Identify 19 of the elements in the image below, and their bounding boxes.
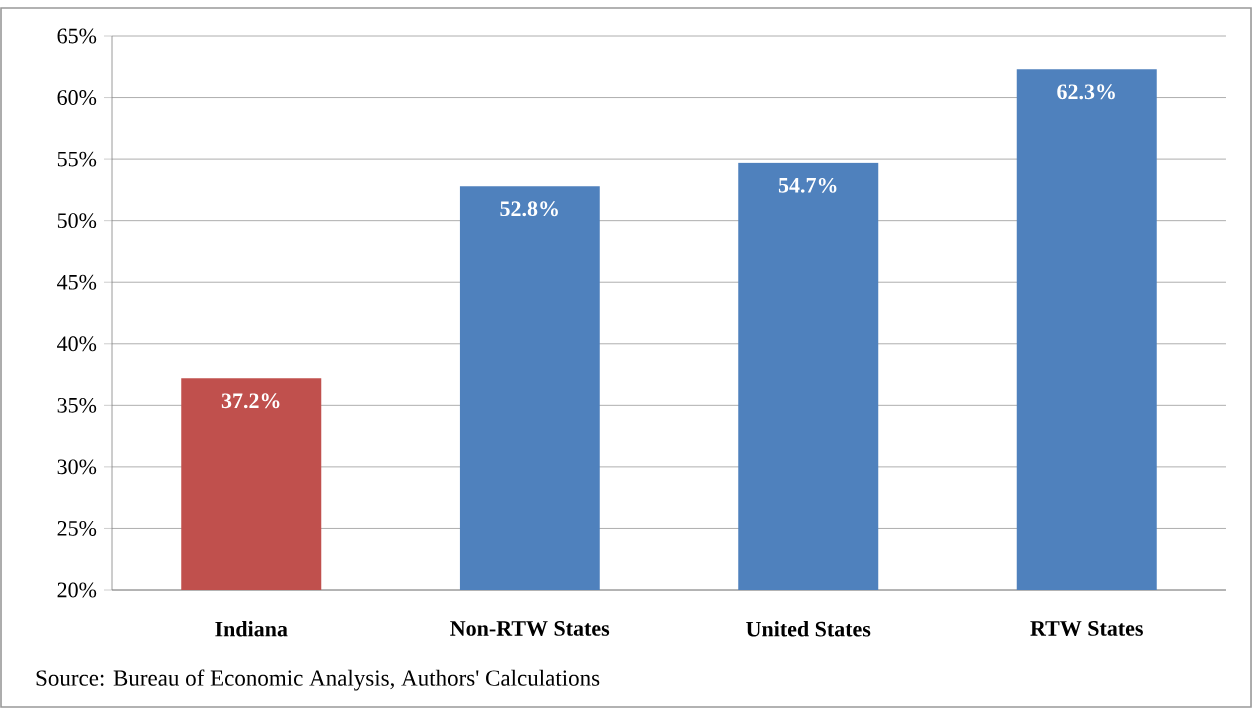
y-tick-label: 20% <box>57 582 97 598</box>
x-tick-label: Indiana <box>215 621 288 637</box>
x-tick-label: RTW States <box>1030 621 1143 636</box>
data-label: 62.3% <box>1057 84 1115 100</box>
y-tick-label: 40% <box>57 336 97 352</box>
y-tick-label: 65% <box>57 28 97 44</box>
x-tick-label: Non-RTW States <box>450 621 610 636</box>
y-tick-label: 25% <box>57 521 97 536</box>
y-tick-label: 35% <box>57 397 97 413</box>
y-tick-label: 55% <box>57 151 97 167</box>
y-tick-label: 30% <box>57 459 97 475</box>
y-tick-label: 60% <box>57 90 97 106</box>
y-tick-label: 50% <box>57 213 97 229</box>
data-label: 52.8% <box>500 201 558 217</box>
data-label: 54.7% <box>778 177 837 193</box>
y-tick-label: 45% <box>57 274 97 290</box>
data-label: 37.2% <box>221 393 280 409</box>
source-note: Source: Bureau of Economic Analysis, Authors' Calculations <box>36 669 600 691</box>
x-tick-label: United States <box>746 621 871 637</box>
